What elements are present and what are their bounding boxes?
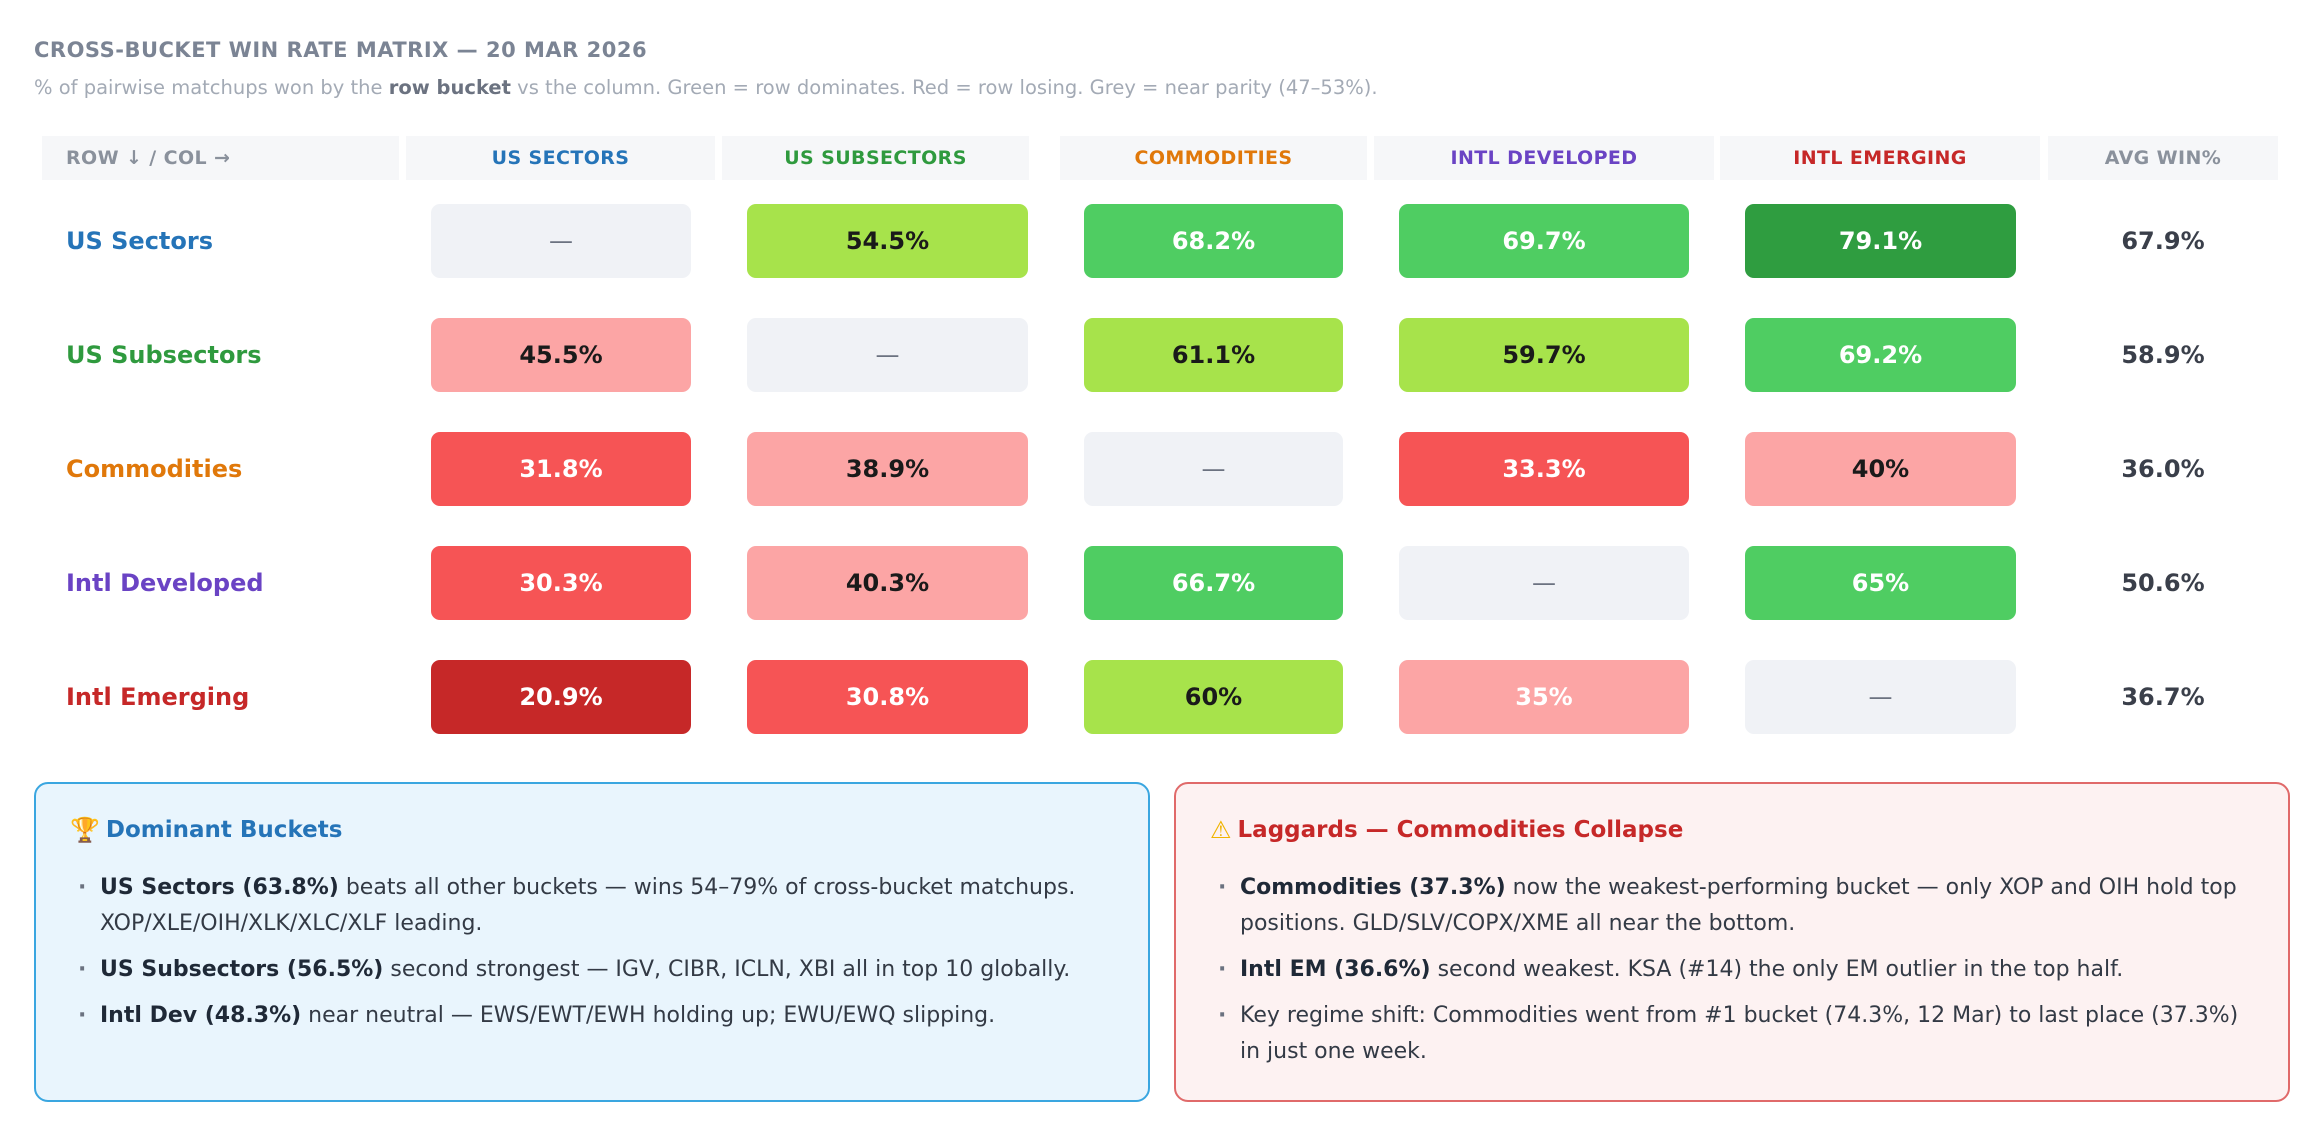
row-avg-win: 36.0% [2121,455,2205,483]
matrix-cell: 35% [1399,660,1689,734]
row-label-intl-emerging: Intl Emerging [66,683,250,711]
column-header-intl-developed: INTL DEVELOPED [1374,136,1714,180]
matrix-corner-header: ROW ↓ / COL → [42,136,399,180]
bullet-emphasis: Commodities (37.3%) [1240,875,1506,900]
bullet-emphasis: Intl Dev (48.3%) [100,1003,302,1028]
dominant-buckets-panel: 🏆 Dominant Buckets US Sectors (63.8%) be… [34,782,1150,1102]
column-header-us-subsectors: US SUBSECTORS [722,136,1029,180]
row-avg-win: 58.9% [2121,341,2205,369]
laggards-list: Commodities (37.3%) now the weakest-perf… [1210,870,2258,1070]
matrix-cell: 38.9% [747,432,1028,506]
bullet-text: near neutral — EWS/EWT/EWH holding up; E… [301,1003,996,1028]
list-item: Key regime shift: Commodities went from … [1210,998,2258,1070]
column-header-commodities: COMMODITIES [1060,136,1367,180]
row-label-commodities: Commodities [66,455,243,483]
list-item: US Sectors (63.8%) beats all other bucke… [70,870,1118,942]
page-title: CROSS-BUCKET WIN RATE MATRIX — 20 MAR 20… [34,38,648,62]
bullet-emphasis: US Subsectors (56.5%) [100,957,384,982]
matrix-cell: — [431,204,691,278]
matrix-cell: — [1745,660,2016,734]
subtitle-post: vs the column. Green = row dominates. Re… [510,76,1378,99]
trophy-icon: 🏆 [70,816,100,844]
bullet-text: beats all other buckets — wins 54–79% of… [100,875,1076,936]
matrix-cell: 65% [1745,546,2016,620]
dominant-buckets-list: US Sectors (63.8%) beats all other bucke… [70,870,1118,1034]
laggards-title-text: Laggards — Commodities Collapse [1237,817,1684,843]
column-header-avg-win: AVG WIN% [2048,136,2278,180]
matrix-cell: 40% [1745,432,2016,506]
matrix-cell: 45.5% [431,318,691,392]
matrix-cell: 68.2% [1084,204,1343,278]
column-header-intl-emerging: INTL EMERGING [1720,136,2040,180]
row-avg-win: 36.7% [2121,683,2205,711]
matrix-cell: 40.3% [747,546,1028,620]
laggards-title: ⚠ Laggards — Commodities Collapse [1210,816,2258,844]
subtitle-pre: % of pairwise matchups won by the [34,76,389,99]
matrix-cell: 54.5% [747,204,1028,278]
bullet-text: now the weakest-performing bucket — only… [1240,875,2237,936]
matrix-cell: 69.2% [1745,318,2016,392]
warning-icon: ⚠ [1210,816,1232,844]
laggards-panel: ⚠ Laggards — Commodities Collapse Commod… [1174,782,2290,1102]
matrix-cell: 66.7% [1084,546,1343,620]
row-avg-win: 67.9% [2121,227,2205,255]
matrix-cell: 30.3% [431,546,691,620]
matrix-cell: 59.7% [1399,318,1689,392]
bullet-emphasis: Intl EM (36.6%) [1240,957,1431,982]
matrix-cell: — [747,318,1028,392]
matrix-cell: 60% [1084,660,1343,734]
dominant-buckets-title: 🏆 Dominant Buckets [70,816,1118,844]
list-item: US Subsectors (56.5%) second strongest —… [70,952,1118,988]
list-item: Intl EM (36.6%) second weakest. KSA (#14… [1210,952,2258,988]
page-subtitle: % of pairwise matchups won by the row bu… [34,76,1378,99]
list-item: Commodities (37.3%) now the weakest-perf… [1210,870,2258,942]
row-label-intl-developed: Intl Developed [66,569,264,597]
matrix-cell: 61.1% [1084,318,1343,392]
matrix-cell: 31.8% [431,432,691,506]
matrix-cell: 79.1% [1745,204,2016,278]
dominant-buckets-title-text: Dominant Buckets [105,817,343,843]
subtitle-bold: row bucket [388,76,511,99]
column-header-us-sectors: US SECTORS [406,136,715,180]
bullet-text: second weakest. KSA (#14) the only EM ou… [1430,957,2124,982]
matrix-cell: 30.8% [747,660,1028,734]
matrix-cell: — [1084,432,1343,506]
matrix-cell: 20.9% [431,660,691,734]
bullet-emphasis: US Sectors (63.8%) [100,875,339,900]
matrix-cell: 33.3% [1399,432,1689,506]
row-avg-win: 50.6% [2121,569,2205,597]
list-item: Intl Dev (48.3%) near neutral — EWS/EWT/… [70,998,1118,1034]
bullet-text: Key regime shift: Commodities went from … [1240,1003,2239,1064]
bullet-text: second strongest — IGV, CIBR, ICLN, XBI … [383,957,1071,982]
matrix-cell: 69.7% [1399,204,1689,278]
row-label-us-subsectors: US Subsectors [66,341,262,369]
matrix-cell: — [1399,546,1689,620]
row-label-us-sectors: US Sectors [66,227,213,255]
